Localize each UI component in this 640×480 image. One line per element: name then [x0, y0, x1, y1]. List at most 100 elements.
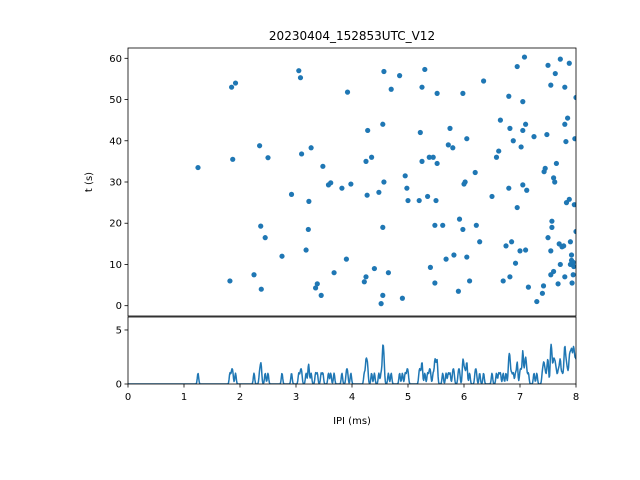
- scatter-point: [573, 228, 576, 235]
- scatter-point: [381, 68, 387, 75]
- scatter-point: [443, 256, 449, 262]
- scatter-point: [540, 283, 547, 289]
- scatter-point: [328, 180, 334, 186]
- scatter-point: [365, 127, 371, 134]
- scatter-point: [534, 298, 540, 305]
- scatter-point: [518, 144, 524, 150]
- scatter-point: [433, 197, 439, 204]
- scatter-point: [570, 259, 576, 265]
- scatter-point: [572, 136, 576, 142]
- scatter-point: [464, 254, 470, 260]
- scatter-point: [542, 165, 548, 171]
- scatter-point: [517, 248, 523, 254]
- scatter-point: [455, 288, 461, 294]
- scatter-point: [557, 56, 563, 62]
- scatter-point: [232, 80, 239, 86]
- scatter-point: [460, 90, 466, 96]
- scatter-point: [514, 63, 520, 70]
- scatter-point: [399, 295, 405, 301]
- scatter-point: [318, 292, 324, 298]
- scatter-point: [507, 125, 513, 131]
- scatter-point: [427, 264, 433, 270]
- x-tick-label: 2: [237, 392, 243, 403]
- scatter-point: [363, 274, 369, 280]
- scatter-point: [500, 278, 506, 284]
- scatter-point: [343, 256, 349, 262]
- scatter-point: [305, 226, 311, 233]
- scatter-point: [434, 160, 440, 167]
- scatter-point: [371, 265, 377, 272]
- scatter-point: [451, 252, 457, 258]
- scatter-point: [548, 82, 554, 88]
- scatter-point: [432, 222, 438, 228]
- scatter-point: [432, 280, 438, 286]
- scatter-point: [331, 270, 337, 276]
- scatter-point: [380, 292, 386, 298]
- scatter-point: [545, 235, 551, 241]
- scatter-point: [265, 155, 271, 161]
- scatter-point: [489, 193, 495, 200]
- scatter-point: [456, 216, 463, 222]
- scatter-point: [288, 191, 295, 197]
- scatter-point: [434, 90, 440, 96]
- chart-title: 20230404_152853UTC_V12: [269, 29, 435, 43]
- scatter-point: [369, 154, 375, 160]
- scatter-point: [552, 70, 558, 77]
- scatter-point: [563, 138, 569, 145]
- scatter-point: [381, 179, 387, 185]
- scatter-point: [539, 290, 546, 296]
- scatter-point: [308, 145, 314, 151]
- y-tick-label: 0: [116, 380, 122, 391]
- scatter-point: [426, 154, 432, 160]
- scatter-point: [561, 243, 567, 249]
- scatter-point: [520, 182, 526, 188]
- scatter-point: [445, 142, 451, 148]
- scatter-point: [416, 197, 422, 204]
- scatter-point: [339, 185, 345, 191]
- histogram-y-ticks: 05: [116, 325, 128, 391]
- scatter-point: [509, 239, 515, 245]
- scatter-point: [531, 134, 537, 140]
- scatter-point: [440, 222, 446, 228]
- scatter-point: [314, 281, 320, 287]
- scatter-point: [422, 66, 428, 73]
- scatter-point: [523, 121, 529, 127]
- scatter-point: [510, 138, 516, 144]
- scatter-point: [397, 73, 403, 79]
- scatter-point: [507, 274, 513, 280]
- scatter-point: [229, 84, 235, 90]
- scatter-point: [279, 253, 285, 259]
- scatter-point: [447, 125, 453, 131]
- scatter-point: [573, 94, 576, 101]
- x-tick-label: 7: [517, 392, 523, 403]
- y-tick-label: 10: [109, 260, 122, 271]
- scatter-point: [481, 78, 487, 84]
- scatter-point: [565, 115, 571, 121]
- scatter-point: [262, 235, 268, 241]
- scatter-point: [566, 196, 572, 202]
- scatter-point: [296, 68, 302, 74]
- y-tick-label: 50: [109, 95, 122, 106]
- scatter-point: [404, 185, 410, 191]
- scatter-point: [571, 263, 576, 270]
- scatter-point: [462, 179, 468, 185]
- scatter-point: [313, 285, 319, 291]
- scatter-point: [258, 223, 264, 229]
- scatter-point: [569, 280, 575, 286]
- histogram-x-ticks: 0 1 2 3 4 5 6 7 8: [125, 384, 579, 403]
- scatter-point: [230, 156, 236, 162]
- x-tick-label: 3: [293, 392, 299, 403]
- scatter-points: [195, 54, 576, 307]
- scatter-point: [320, 163, 326, 169]
- x-tick-label: 4: [349, 392, 355, 403]
- scatter-point: [258, 286, 264, 292]
- scatter-point: [467, 278, 473, 284]
- scatter-point: [544, 131, 550, 138]
- scatter-point: [506, 185, 512, 191]
- scatter-point: [566, 60, 572, 66]
- scatter-point: [520, 99, 526, 105]
- scatter-point: [348, 181, 354, 187]
- scatter-point: [472, 169, 478, 176]
- x-tick-label: 5: [405, 392, 411, 403]
- scatter-point: [430, 154, 436, 160]
